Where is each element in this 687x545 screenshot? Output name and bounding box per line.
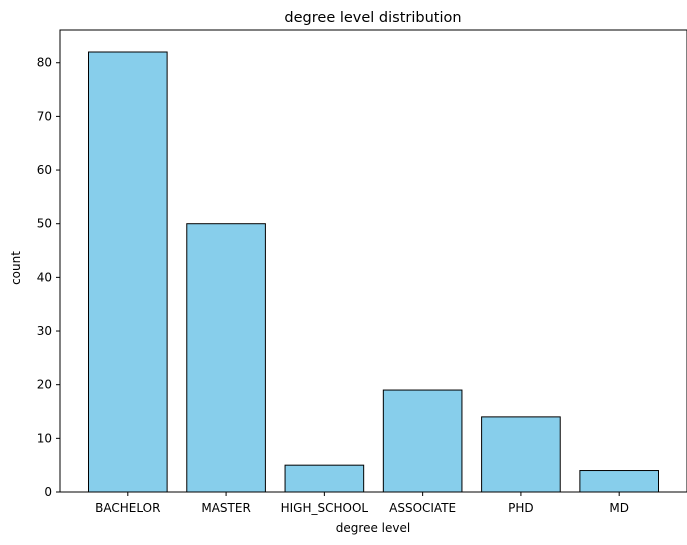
x-tick-label: HIGH_SCHOOL <box>281 501 369 515</box>
x-tick-label: BACHELOR <box>95 501 160 515</box>
x-tick-label: PHD <box>508 501 534 515</box>
y-tick-label: 70 <box>37 109 52 123</box>
y-tick-label: 50 <box>37 217 52 231</box>
x-tick-label: MD <box>609 501 629 515</box>
y-tick-label: 10 <box>37 431 52 445</box>
x-tick-label: MASTER <box>201 501 250 515</box>
y-tick-label: 60 <box>37 163 52 177</box>
bar-master <box>186 223 266 493</box>
y-tick-label: 20 <box>37 378 52 392</box>
bar-associate <box>382 389 463 493</box>
plot-frame <box>59 29 687 493</box>
x-ticks-group: BACHELOR MASTER HIGH_SCHOOL ASSOCIATE PHD MD <box>95 492 629 515</box>
bar-bachelor <box>88 51 168 493</box>
bars-group <box>88 51 660 493</box>
x-axis-title: degree level <box>336 521 410 535</box>
y-axis-title: count <box>9 251 23 285</box>
y-tick-label: 40 <box>37 270 52 284</box>
y-tick-label: 80 <box>37 56 52 70</box>
bar-md <box>579 470 660 493</box>
y-tick-label: 30 <box>37 324 52 338</box>
y-ticks-group: 0 10 20 30 40 50 60 70 80 <box>37 56 60 499</box>
bar-high-school <box>284 464 365 493</box>
x-tick-label: ASSOCIATE <box>389 501 456 515</box>
bar-phd <box>481 416 561 493</box>
y-tick-label: 0 <box>44 485 52 499</box>
chart-title: degree level distribution <box>284 10 461 26</box>
